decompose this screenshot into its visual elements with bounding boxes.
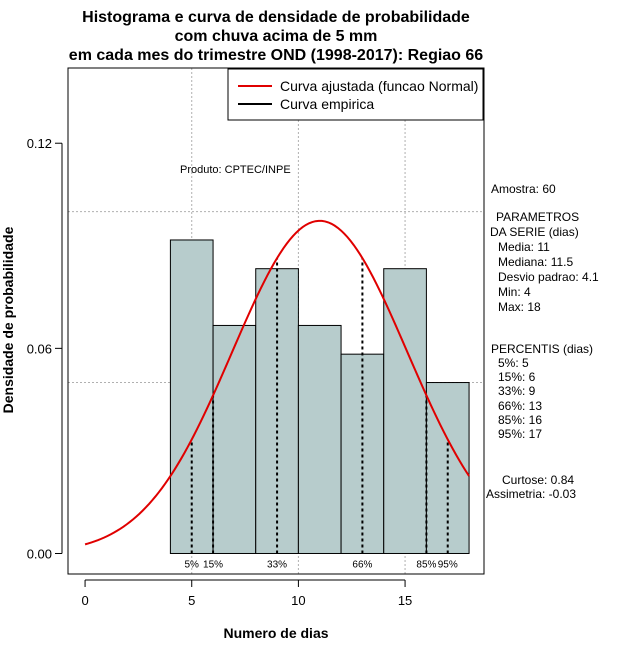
percentil-95: 95%: 17	[498, 427, 542, 441]
histogram-bar	[255, 268, 299, 554]
chart-title-line-3: em cada mes do trimestre OND (1998-2017)…	[69, 47, 484, 64]
histogram-bar	[212, 324, 257, 554]
params-title-2: DA SERIE (dias)	[490, 225, 579, 239]
percentile-label: 15%	[203, 559, 223, 570]
percentile-label: 85%	[416, 559, 436, 570]
percentile-label: 66%	[352, 559, 372, 570]
param-desvio: Desvio padrao: 4.1	[498, 270, 599, 284]
product-annotation: Produto: CPTEC/INPE	[180, 164, 291, 176]
chart-title-line-1: Histograma e curva de densidade de proba…	[82, 9, 470, 26]
axes: 0 5 10 15 0.00 0.06 0.12	[27, 136, 413, 608]
percentile-label: 5%	[185, 559, 200, 570]
percentil-85: 85%: 16	[498, 413, 542, 427]
percentile-label: 33%	[267, 559, 287, 570]
y-tick-label: 0.00	[27, 546, 52, 561]
histogram-bar	[297, 324, 342, 554]
histogram-bars	[169, 239, 470, 554]
percentil-15: 15%: 6	[498, 370, 536, 384]
y-axis-title: Densidade de probabilidade	[0, 226, 16, 413]
percentil-66: 66%: 13	[498, 399, 542, 413]
histogram-bar	[169, 239, 214, 554]
percentis-title: PERCENTIS (dias)	[491, 342, 593, 356]
plot-frame	[67, 67, 485, 575]
y-tick-label: 0.12	[27, 136, 52, 151]
percentil-33: 33%: 9	[498, 384, 536, 398]
assimetria: Assimetria: -0.03	[486, 487, 576, 501]
legend-label-empirical: Curva empirica	[280, 96, 374, 112]
stats-panel: Amostra: 60 PARAMETROS DA SERIE (dias) M…	[486, 182, 599, 501]
x-tick-label: 15	[398, 593, 412, 608]
x-tick-label: 10	[291, 593, 305, 608]
chart-title-line-2: com chuva acima de 5 mm	[175, 28, 378, 45]
percentil-5: 5%: 5	[498, 356, 529, 370]
percentile-lines: 5% 15% 33% 66% 85% 95%	[185, 258, 458, 570]
x-tick-label: 5	[188, 593, 195, 608]
normal-fit-curve	[84, 219, 470, 546]
legend-label-normal: Curva ajustada (funcao Normal)	[280, 78, 478, 94]
x-tick-label: 0	[81, 593, 88, 608]
params-title-1: PARAMETROS	[496, 210, 579, 224]
param-max: Max: 18	[498, 300, 541, 314]
param-media: Media: 11	[498, 240, 550, 254]
y-tick-label: 0.06	[27, 341, 52, 356]
legend-box	[227, 68, 484, 121]
percentile-label: 95%	[438, 559, 458, 570]
x-axis-title: Numero de dias	[223, 625, 328, 641]
sample-size: Amostra: 60	[491, 182, 556, 196]
param-min: Min: 4	[498, 285, 531, 299]
legend: Curva ajustada (funcao Normal) Curva emp…	[227, 68, 484, 121]
curtose: Curtose: 0.84	[502, 473, 574, 487]
param-mediana: Mediana: 11.5	[498, 255, 573, 269]
